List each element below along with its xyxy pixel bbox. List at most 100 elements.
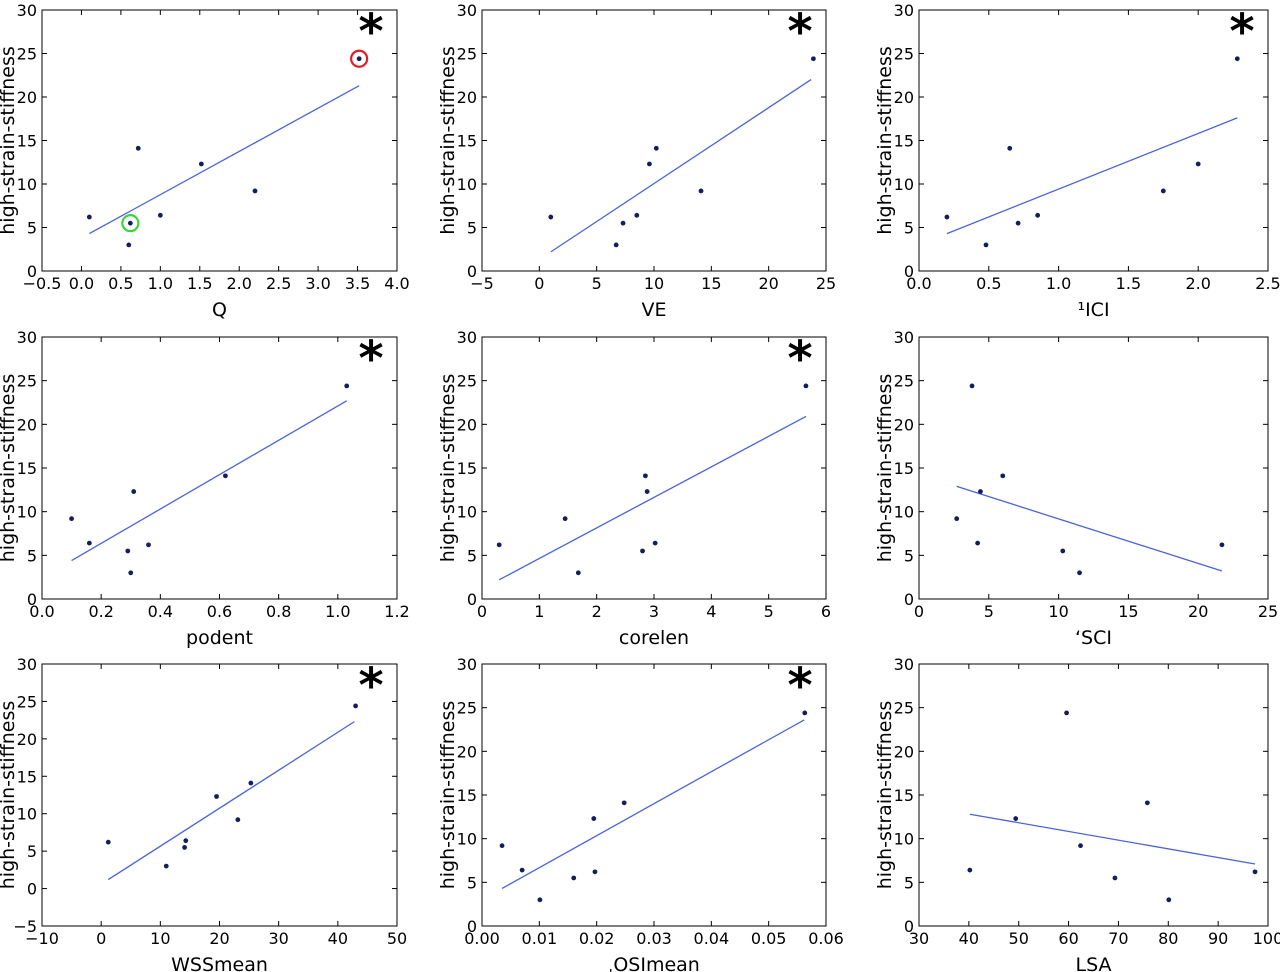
x-tick-label: 0.03 bbox=[636, 929, 672, 948]
data-point bbox=[653, 145, 659, 151]
x-tick-label: 1.0 bbox=[148, 274, 173, 293]
y-tick-label: 15 bbox=[894, 786, 914, 805]
data-point bbox=[1195, 161, 1201, 167]
data-point bbox=[644, 489, 650, 494]
x-axis-label: podent bbox=[186, 627, 253, 649]
plot-frame bbox=[481, 336, 827, 600]
data-point bbox=[125, 548, 131, 554]
x-tick-label: 0.0 bbox=[906, 274, 931, 293]
regression-line bbox=[969, 813, 1256, 865]
data-point bbox=[944, 214, 950, 220]
y-axis-label: high-strain-stiffness bbox=[437, 46, 459, 235]
y-tick-label: 15 bbox=[457, 786, 477, 805]
regression-line bbox=[498, 415, 807, 581]
data-point bbox=[69, 516, 74, 522]
data-point bbox=[131, 489, 137, 494]
data-point bbox=[802, 710, 808, 716]
significance-star: * bbox=[787, 658, 812, 714]
y-tick-label: 20 bbox=[894, 415, 914, 434]
data-point bbox=[1060, 548, 1066, 554]
significance-star: * bbox=[1229, 4, 1254, 60]
data-point bbox=[499, 843, 505, 849]
y-tick-label: 0 bbox=[467, 590, 477, 609]
y-tick-label: 10 bbox=[894, 175, 914, 194]
data-point bbox=[163, 863, 169, 869]
x-axis-label: LSA bbox=[1076, 954, 1112, 972]
x-tick-label: 5 bbox=[764, 602, 774, 621]
x-axis-label: WSSmean bbox=[171, 954, 268, 972]
data-point bbox=[975, 540, 981, 546]
x-tick-label: 0.4 bbox=[148, 602, 173, 621]
y-tick-label: 5 bbox=[27, 219, 37, 238]
x-axis-label: ʻSCI bbox=[1075, 627, 1112, 649]
panel-1: −0.5 0.0 0.5 1.0 1.5 2.0 2.5 3.0 3.5 4.0 0 5 10 15 20 2… bbox=[0, 1, 410, 321]
y-axis-label: high-strain-stiffness bbox=[874, 374, 896, 563]
x-tick-label: 30 bbox=[268, 929, 288, 948]
data-point bbox=[1252, 869, 1258, 875]
y-tick-label: 15 bbox=[17, 767, 37, 786]
y-tick-label: 25 bbox=[17, 692, 37, 711]
x-tick-label: 2.5 bbox=[1255, 274, 1280, 293]
highlight-circle-red bbox=[350, 49, 369, 68]
data-point bbox=[698, 188, 704, 194]
y-tick-label: 5 bbox=[467, 873, 477, 892]
regression-line bbox=[71, 400, 348, 562]
x-tick-label: 0.00 bbox=[464, 929, 500, 948]
x-tick-label: 25 bbox=[816, 274, 836, 293]
data-point bbox=[1234, 56, 1240, 62]
data-point bbox=[135, 145, 141, 151]
data-point bbox=[1064, 710, 1069, 716]
y-axis-label: high-strain-stiffness bbox=[437, 701, 459, 890]
x-tick-label: 60 bbox=[1058, 929, 1078, 948]
y-tick-label: 10 bbox=[17, 805, 37, 824]
y-tick-label: 30 bbox=[457, 655, 477, 674]
data-point bbox=[235, 817, 241, 823]
x-tick-label: 50 bbox=[1009, 929, 1029, 948]
panel-9: 30 40 50 60 70 80 90 100 0 5 10 15 20 25 30 LSA high-str… bbox=[874, 655, 1280, 972]
panel-6: 0 5 10 15 20 25 0 5 10 15 20 25 30 ʻSCI high-strain-st… bbox=[874, 328, 1278, 649]
data-point bbox=[1077, 570, 1082, 576]
regression-line bbox=[550, 79, 812, 253]
x-tick-label: −0.5 bbox=[23, 274, 62, 293]
x-tick-label: 3 bbox=[649, 602, 659, 621]
y-tick-label: −5 bbox=[13, 917, 37, 936]
x-tick-label: 0.04 bbox=[694, 929, 730, 948]
x-tick-label: 25 bbox=[1258, 602, 1278, 621]
y-tick-label: 0 bbox=[904, 917, 914, 936]
data-point bbox=[252, 188, 258, 194]
data-point bbox=[634, 212, 640, 218]
y-tick-label: 25 bbox=[17, 45, 37, 64]
x-tick-label: −10 bbox=[25, 929, 59, 948]
data-point bbox=[1166, 897, 1172, 903]
y-tick-label: 25 bbox=[457, 45, 477, 64]
plot-frame bbox=[41, 663, 398, 927]
x-axis-label: Q bbox=[212, 299, 227, 321]
data-point bbox=[157, 212, 163, 218]
y-tick-label: 5 bbox=[27, 842, 37, 861]
data-point bbox=[128, 570, 134, 576]
y-tick-label: 20 bbox=[17, 88, 37, 107]
y-tick-label: 10 bbox=[457, 503, 477, 522]
data-point bbox=[647, 161, 652, 167]
y-tick-label: 0 bbox=[27, 262, 37, 281]
y-tick-label: 20 bbox=[17, 730, 37, 749]
x-tick-label: 80 bbox=[1158, 929, 1178, 948]
data-point bbox=[562, 516, 568, 522]
y-tick-label: 0 bbox=[27, 880, 37, 899]
y-tick-label: 30 bbox=[894, 655, 914, 674]
x-tick-label: 70 bbox=[1108, 929, 1128, 948]
data-point bbox=[1007, 145, 1013, 151]
plot-frame bbox=[41, 336, 398, 600]
panel-7: −10 0 10 20 30 40 50−5051015202530WSSmeanhigh-… bbox=[0, 655, 407, 972]
plot-frame bbox=[918, 663, 1269, 927]
x-tick-label: 1.0 bbox=[1046, 274, 1071, 293]
y-tick-label: 15 bbox=[894, 132, 914, 151]
plot-frame bbox=[41, 9, 398, 272]
y-tick-label: 10 bbox=[894, 830, 914, 849]
x-tick-label: 20 bbox=[758, 274, 778, 293]
panel-8: 0.00 0.01 0.02 0.03 0.04 0.05 0.06 0 5 10 15 20 25 30… bbox=[437, 655, 844, 972]
plot-frame bbox=[918, 336, 1269, 600]
panel-5: 0 1 2 3 4 5 6 0 5 10 15 20 25 30 corelen high-strain-st… bbox=[437, 328, 831, 649]
data-point bbox=[652, 540, 658, 546]
x-tick-label: 15 bbox=[701, 274, 721, 293]
